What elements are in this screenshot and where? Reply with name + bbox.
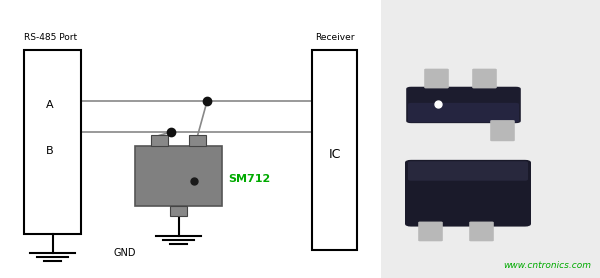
Text: IC: IC bbox=[328, 148, 341, 161]
FancyBboxPatch shape bbox=[408, 161, 528, 181]
FancyBboxPatch shape bbox=[472, 69, 497, 88]
FancyBboxPatch shape bbox=[406, 87, 521, 123]
Text: A: A bbox=[46, 100, 53, 110]
Text: www.cntronics.com: www.cntronics.com bbox=[503, 261, 591, 270]
FancyBboxPatch shape bbox=[490, 120, 515, 141]
FancyBboxPatch shape bbox=[405, 160, 531, 227]
FancyBboxPatch shape bbox=[418, 222, 443, 241]
Text: B: B bbox=[46, 146, 53, 156]
FancyBboxPatch shape bbox=[469, 222, 494, 241]
Bar bbox=[135, 146, 222, 206]
Bar bbox=[24, 50, 81, 234]
Bar bbox=[151, 135, 168, 146]
Bar bbox=[312, 50, 357, 250]
Text: RS-485 Port: RS-485 Port bbox=[24, 33, 77, 42]
Bar bbox=[189, 135, 206, 146]
FancyBboxPatch shape bbox=[424, 69, 449, 88]
FancyBboxPatch shape bbox=[408, 103, 519, 122]
Bar bbox=[170, 206, 187, 216]
Text: GND: GND bbox=[113, 248, 136, 258]
Bar bbox=[381, 0, 600, 278]
Text: SM712: SM712 bbox=[228, 174, 270, 184]
Text: Receiver: Receiver bbox=[315, 33, 354, 42]
